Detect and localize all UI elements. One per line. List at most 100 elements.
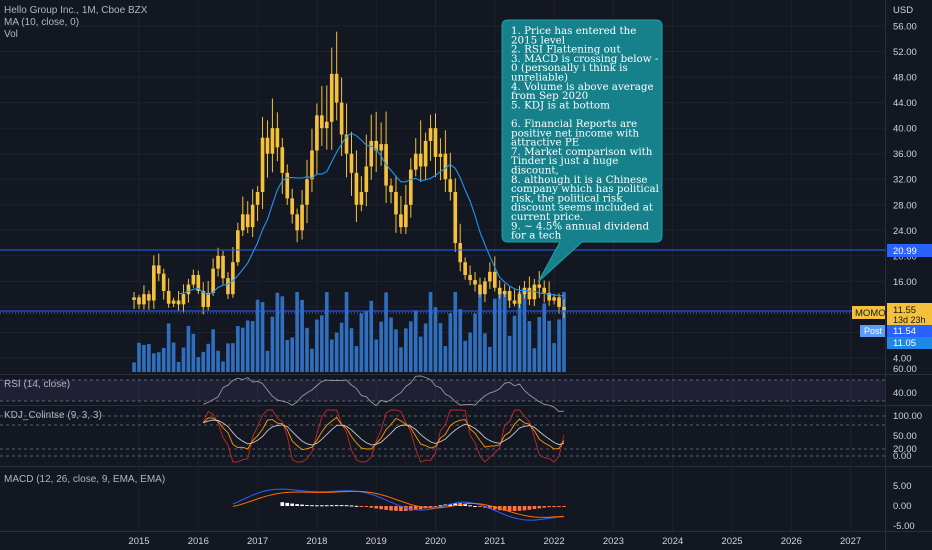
candle-body — [463, 262, 467, 275]
macd-histogram-bar — [280, 502, 285, 506]
price-tick: 48.00 — [893, 73, 917, 84]
last-price-badge: 11.55 13d 23h — [887, 303, 932, 326]
candle-body — [324, 121, 329, 129]
candle-body — [280, 147, 285, 173]
candle-body — [542, 287, 547, 293]
candle-body — [137, 297, 141, 305]
candle-body — [245, 214, 250, 228]
candle-body — [275, 128, 280, 148]
macd-tick: -5.00 — [893, 521, 915, 532]
volume-bar — [161, 347, 166, 372]
time-tick: 2027 — [840, 536, 861, 547]
candle-body — [320, 115, 324, 129]
volume-bar — [270, 316, 275, 372]
macd-histogram-bar — [285, 502, 290, 506]
volume-bar — [418, 336, 423, 372]
post-price-badge: Post 11.54 — [860, 325, 932, 337]
time-tick: 2016 — [188, 536, 209, 547]
volume-bar — [369, 300, 374, 372]
volume-bar — [315, 319, 319, 372]
annotation-callout[interactable]: 1. Price has entered the 2015 level 2. RSI… — [501, 19, 663, 283]
volume-bar — [389, 317, 393, 372]
macd-histogram-bar — [473, 505, 477, 507]
time-tick: 2018 — [306, 536, 327, 547]
annotation-line: attractive PE — [511, 137, 579, 149]
candle-body — [285, 172, 290, 199]
volume-bar — [250, 321, 255, 372]
volume-bar — [497, 292, 502, 372]
macd-histogram-bar — [379, 506, 383, 510]
countdown-text: 13d 23h — [893, 315, 926, 325]
volume-bar — [413, 310, 418, 372]
macd-histogram-bar — [438, 505, 443, 507]
ma-value-badge: 11.05 — [887, 337, 932, 349]
symbol-legend[interactable]: Hello Group Inc., 1M, Cboe BZX — [4, 5, 148, 16]
macd-histogram-bar — [557, 506, 561, 507]
macd-legend[interactable]: MACD (12, 26, close, 9, EMA, EMA) — [4, 474, 165, 485]
annotation-line: 2. RSI Flattening out — [511, 44, 621, 56]
volume-bar — [226, 343, 230, 372]
macd-signal-line — [232, 490, 565, 518]
candle-body — [547, 292, 551, 301]
volume-bar — [443, 346, 448, 372]
macd-histogram-bar — [329, 505, 334, 507]
volume-bar — [502, 292, 507, 372]
pane-separator — [0, 374, 932, 375]
ma-legend[interactable]: MA (10, close, 0) — [4, 17, 79, 28]
annotation-line: discount seems included at — [511, 202, 654, 214]
volume-bar — [394, 329, 398, 372]
rsi-legend[interactable]: RSI (14, close) — [4, 379, 70, 390]
candle-body — [537, 284, 542, 288]
time-tick: 2019 — [366, 536, 387, 547]
macd-histogram-bar — [537, 506, 542, 509]
candle-body — [265, 137, 270, 154]
candle-body — [423, 140, 428, 167]
volume-bar — [166, 323, 171, 372]
time-tick: 2026 — [781, 536, 802, 547]
volume-bar — [557, 319, 561, 372]
volume-bar — [132, 362, 136, 372]
candle-body — [191, 275, 196, 285]
candle-body — [181, 294, 186, 305]
volume-bar — [433, 307, 438, 372]
candle-body — [492, 271, 497, 288]
annotation-line: 3. MACD is crossing below - — [511, 53, 659, 65]
candle-body — [226, 278, 230, 295]
volume-legend[interactable]: Vol — [4, 29, 18, 40]
volume-bar — [428, 292, 433, 372]
candle-body — [201, 290, 206, 307]
volume-bar — [285, 339, 290, 372]
macd-histogram-bar — [522, 506, 527, 511]
indicator-axes: 60.0040.00100.0050.0020.000.005.000.00-5… — [893, 364, 922, 532]
candle-body — [161, 273, 166, 291]
volume-bar — [310, 348, 314, 372]
annotation-line: from Sep 2020 — [511, 90, 588, 102]
candle-body — [305, 179, 309, 205]
time-tick: 2021 — [484, 536, 505, 547]
annotation-line: 8. although it is a Chinese — [511, 174, 648, 186]
kdj-legend[interactable]: KDJ_Colintse (9, 3, 3) — [4, 410, 102, 421]
macd-histogram-bar — [399, 506, 403, 512]
candle-body — [438, 153, 443, 157]
volume-bar — [478, 292, 482, 372]
macd-pane — [232, 488, 566, 521]
candle-body — [562, 306, 566, 311]
volume-bar — [147, 343, 151, 372]
macd-histogram-bar — [324, 505, 329, 507]
time-axis[interactable]: 2015 2016 2017 2018 2019 2020 2021 2022 2023 2024… — [128, 536, 861, 547]
candle-body — [374, 140, 379, 151]
macd-histogram-bar — [413, 506, 418, 511]
volume-bars — [132, 292, 566, 372]
rsi-pane — [203, 375, 565, 413]
volume-bar — [473, 313, 477, 372]
symbol-badge: MOMO — [852, 306, 886, 319]
kdj-pane — [202, 409, 565, 463]
pane-separator — [0, 466, 932, 467]
volume-bar — [468, 332, 472, 372]
candle-body — [216, 255, 220, 269]
annotation-text: 1. Price has entered the 2015 level 2. RSI… — [511, 25, 659, 242]
volume-bar — [181, 347, 186, 372]
candle-body — [206, 292, 211, 307]
volume-bar — [300, 299, 304, 372]
